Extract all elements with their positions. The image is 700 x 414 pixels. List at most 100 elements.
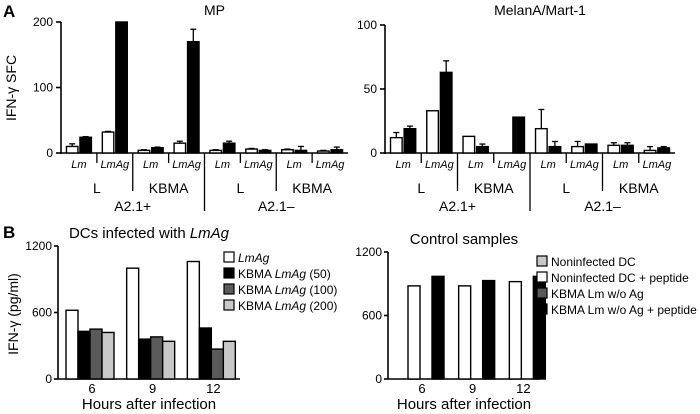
subcategory-label: Lm xyxy=(143,159,158,171)
group-label: L xyxy=(417,180,425,196)
legend-label: KBMA LmAg (100) xyxy=(238,283,337,297)
subcategory-label: LmAg xyxy=(316,159,346,171)
y-tick-label: 0 xyxy=(370,146,377,160)
x-tick-label: 12 xyxy=(516,381,530,396)
legend-swatch xyxy=(223,283,235,295)
subcategory-label: LmAg xyxy=(244,159,274,171)
y-tick-label: 600 xyxy=(32,306,52,320)
bar xyxy=(77,330,91,380)
bar xyxy=(584,143,598,154)
x-tick-label: 6 xyxy=(418,381,425,396)
bar xyxy=(481,279,496,380)
legend-label: KBMA LmAg (50) xyxy=(238,267,331,281)
subcategory-label: LmAg xyxy=(570,159,600,171)
bar xyxy=(186,40,200,154)
bar xyxy=(125,267,140,380)
bar xyxy=(210,348,225,380)
group-label: L xyxy=(562,180,570,196)
bar xyxy=(245,148,259,154)
bar xyxy=(101,331,115,380)
bar xyxy=(186,260,201,380)
x-tick-label: 12 xyxy=(206,381,220,396)
subcategory-label: Lm xyxy=(613,159,628,171)
y-tick-label: 50 xyxy=(364,82,378,96)
subcategory-label: Lm xyxy=(71,159,86,171)
bar xyxy=(426,110,440,154)
bar xyxy=(316,150,330,154)
bar xyxy=(403,127,417,154)
legend-label: KBMA Lm w/o Ag + peptide xyxy=(551,303,697,317)
legend-swatch xyxy=(536,255,548,267)
bar xyxy=(258,149,272,154)
bar xyxy=(657,147,671,154)
x-axis-label: Hours after infection xyxy=(82,396,216,413)
legend-swatch xyxy=(536,271,548,283)
bar xyxy=(149,336,164,380)
bar xyxy=(222,142,236,154)
bar xyxy=(198,327,213,380)
chart-title: DCs infected with LmAg xyxy=(69,225,230,242)
bar xyxy=(431,275,445,380)
legend-swatch xyxy=(223,299,235,311)
legend-swatch xyxy=(536,303,548,315)
bar xyxy=(281,149,294,154)
group-label: L xyxy=(93,180,101,196)
subcategory-label: LmAg xyxy=(172,159,202,171)
y-tick-label: 600 xyxy=(362,309,382,323)
group-label: L xyxy=(236,180,244,196)
bar xyxy=(571,145,585,154)
legend-label: LmAg xyxy=(238,251,270,265)
legend-label: KBMA LmAg (200) xyxy=(238,299,337,313)
subcategory-label: Lm xyxy=(468,159,483,171)
bar xyxy=(115,21,128,154)
supergroup-label: A2.1+ xyxy=(439,198,476,214)
bar xyxy=(65,309,79,380)
subcategory-label: LmAg xyxy=(100,159,130,171)
group-label: KBMA xyxy=(149,180,189,196)
bar xyxy=(643,149,657,154)
subcategory-label: LmAg xyxy=(643,159,673,171)
bar xyxy=(548,145,562,154)
chart-title: Control samples xyxy=(410,231,518,248)
group-label: KBMA xyxy=(474,180,514,196)
y-tick-label: 1200 xyxy=(25,239,52,253)
bar xyxy=(101,131,115,154)
legend-label: Noninfected DC xyxy=(551,255,636,269)
x-tick-label: 9 xyxy=(149,381,156,396)
bar xyxy=(294,149,308,154)
bar xyxy=(209,149,223,154)
bar xyxy=(79,136,93,154)
bar xyxy=(508,280,523,380)
y-tick-label: 1200 xyxy=(355,245,382,259)
group-label: KBMA xyxy=(619,180,659,196)
bar xyxy=(607,144,621,154)
bar xyxy=(137,338,152,380)
supergroup-label: A2.1– xyxy=(584,198,621,214)
y-tick-label: 0 xyxy=(46,146,53,160)
supergroup-label: A2.1+ xyxy=(114,198,151,214)
panel-label-b: B xyxy=(3,223,15,242)
subcategory-label: Lm xyxy=(287,159,302,171)
y-axis-label: IFN-γ SFC xyxy=(3,55,19,121)
bar xyxy=(534,127,548,154)
x-axis-label: Hours after infection xyxy=(397,396,531,413)
bar xyxy=(161,340,176,380)
bar xyxy=(150,147,164,154)
subcategory-label: LmAg xyxy=(425,159,455,171)
chart-title: MelanA/Mart-1 xyxy=(494,2,586,18)
y-tick-label: 100 xyxy=(33,81,53,95)
bar xyxy=(389,136,403,154)
bar xyxy=(462,135,476,154)
chart-title: MP xyxy=(204,2,225,18)
subcategory-label: Lm xyxy=(395,159,410,171)
supergroup-label: A2.1– xyxy=(258,198,295,214)
legend-swatch xyxy=(536,287,548,299)
subcategory-label: LmAg xyxy=(498,159,528,171)
legend-label: KBMA Lm w/o Ag xyxy=(551,287,644,301)
y-tick-label: 200 xyxy=(33,15,53,29)
bar xyxy=(439,71,453,154)
x-tick-label: 6 xyxy=(88,381,95,396)
subcategory-label: Lm xyxy=(215,159,230,171)
